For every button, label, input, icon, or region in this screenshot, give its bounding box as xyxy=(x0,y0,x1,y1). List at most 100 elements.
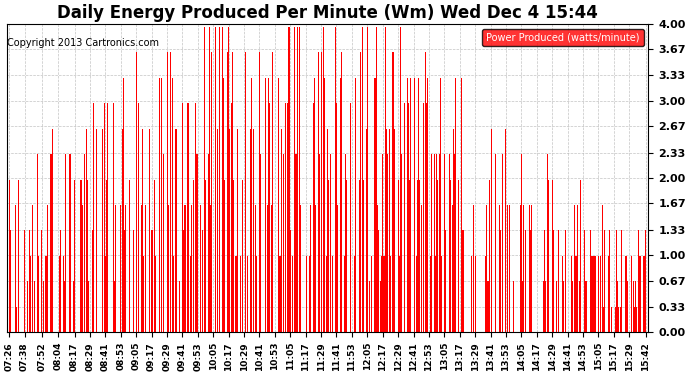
Bar xyxy=(522,281,523,332)
Bar xyxy=(421,205,422,332)
Bar xyxy=(600,256,602,332)
Bar xyxy=(115,205,116,332)
Bar xyxy=(635,281,636,332)
Bar xyxy=(590,230,591,332)
Bar xyxy=(555,281,557,332)
Bar xyxy=(294,27,295,332)
Bar xyxy=(281,129,282,332)
Bar xyxy=(278,78,279,332)
Bar xyxy=(324,78,326,332)
Bar xyxy=(272,52,273,332)
Bar xyxy=(500,230,502,332)
Bar xyxy=(168,205,169,332)
Bar xyxy=(250,129,251,332)
Bar xyxy=(70,154,71,332)
Bar xyxy=(436,154,437,332)
Bar xyxy=(382,154,383,332)
Bar xyxy=(17,180,19,332)
Bar xyxy=(371,256,372,332)
Bar xyxy=(223,78,224,332)
Bar xyxy=(92,230,93,332)
Bar xyxy=(315,205,317,332)
Bar xyxy=(336,103,337,332)
Bar xyxy=(453,129,454,332)
Bar xyxy=(397,180,399,332)
Bar xyxy=(120,205,121,332)
Bar xyxy=(495,154,496,332)
Bar xyxy=(506,205,508,332)
Bar xyxy=(323,27,324,332)
Bar xyxy=(376,27,377,332)
Bar xyxy=(34,281,35,332)
Bar xyxy=(640,256,641,332)
Bar xyxy=(138,103,139,332)
Bar xyxy=(102,129,103,332)
Bar xyxy=(553,230,554,332)
Bar xyxy=(408,103,409,332)
Bar xyxy=(260,154,262,332)
Bar xyxy=(620,307,621,332)
Bar xyxy=(486,205,487,332)
Bar xyxy=(381,256,382,332)
Bar xyxy=(377,205,378,332)
Bar xyxy=(513,281,514,332)
Bar xyxy=(221,27,223,332)
Bar xyxy=(415,256,417,332)
Bar xyxy=(531,205,532,332)
Bar xyxy=(142,129,143,332)
Bar xyxy=(173,256,174,332)
Bar xyxy=(193,180,195,332)
Bar xyxy=(643,256,644,332)
Bar xyxy=(593,256,594,332)
Bar xyxy=(427,78,428,332)
Bar xyxy=(458,180,459,332)
Bar xyxy=(367,27,368,332)
Bar xyxy=(204,27,205,332)
Bar xyxy=(471,256,472,332)
Bar xyxy=(362,27,363,332)
Bar xyxy=(414,78,415,332)
Bar xyxy=(279,256,281,332)
Bar xyxy=(575,256,576,332)
Bar xyxy=(15,205,16,332)
Bar xyxy=(576,256,577,332)
Bar xyxy=(437,180,438,332)
Bar xyxy=(636,307,638,332)
Bar xyxy=(360,52,362,332)
Bar xyxy=(200,205,201,332)
Bar xyxy=(10,230,11,332)
Bar xyxy=(604,230,605,332)
Bar xyxy=(145,205,146,332)
Bar xyxy=(152,230,153,332)
Bar xyxy=(148,129,150,332)
Bar xyxy=(236,256,237,332)
Bar xyxy=(37,154,38,332)
Bar xyxy=(270,205,272,332)
Bar xyxy=(242,180,244,332)
Bar xyxy=(112,103,114,332)
Bar xyxy=(455,78,456,332)
Bar xyxy=(390,256,391,332)
Bar xyxy=(520,205,521,332)
Bar xyxy=(266,205,268,332)
Bar xyxy=(314,78,315,332)
Bar xyxy=(38,256,39,332)
Bar xyxy=(47,205,48,332)
Bar xyxy=(440,78,441,332)
Bar xyxy=(626,256,627,332)
Bar xyxy=(591,256,593,332)
Bar xyxy=(616,230,617,332)
Bar xyxy=(306,256,308,332)
Bar xyxy=(155,256,156,332)
Bar xyxy=(182,103,183,332)
Bar xyxy=(330,154,331,332)
Bar xyxy=(268,78,269,332)
Bar xyxy=(310,205,311,332)
Bar xyxy=(462,230,463,332)
Bar xyxy=(245,52,246,332)
Bar xyxy=(335,27,336,332)
Bar xyxy=(564,230,566,332)
Bar xyxy=(161,78,162,332)
Bar xyxy=(489,180,490,332)
Bar xyxy=(154,180,155,332)
